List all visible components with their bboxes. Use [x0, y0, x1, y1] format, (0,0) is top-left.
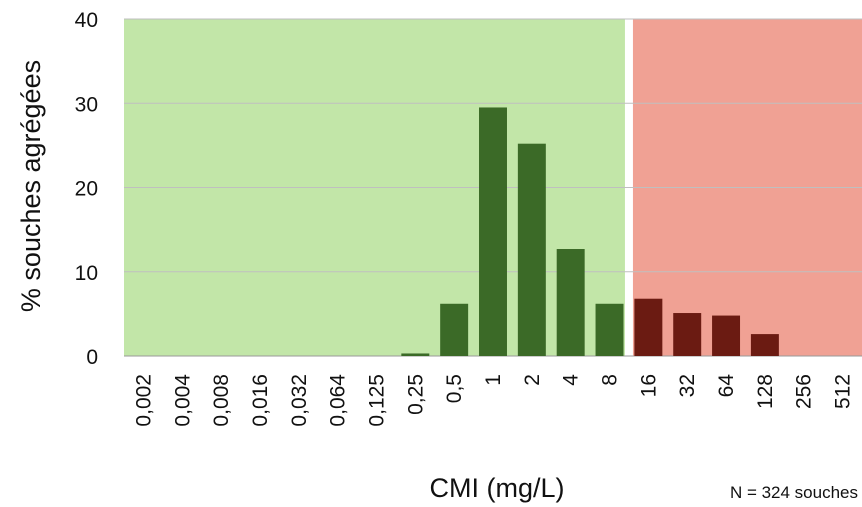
x-tick-label: 0,064: [327, 374, 350, 427]
x-tick-label: 256: [793, 374, 816, 409]
y-tick-label: 10: [75, 262, 98, 285]
x-tick-label: 0,125: [365, 374, 388, 427]
y-tick-labels: 0 10 20 30 40: [75, 9, 98, 369]
x-tick-label: 0,25: [404, 374, 427, 415]
x-tick-label: 0,5: [443, 374, 466, 403]
y-tick-label: 30: [75, 93, 98, 116]
y-axis-title: % souches agrégées: [16, 60, 46, 312]
x-tick-label: 512: [832, 374, 855, 409]
x-tick-label: 0,032: [288, 374, 311, 427]
x-tick-label: 0,004: [171, 374, 194, 427]
x-axis-title: CMI (mg/L): [430, 473, 565, 503]
bar: [595, 303, 624, 356]
bar: [712, 315, 741, 356]
bar: [440, 303, 469, 356]
x-tick-label: 32: [676, 374, 699, 397]
bar: [556, 249, 585, 356]
x-tick-label: 0,016: [249, 374, 272, 427]
x-tick-label: 4: [560, 374, 583, 386]
bar: [634, 298, 663, 356]
x-tick-labels: 0,002 0,004 0,008 0,016 0,032 0,064 0,125 0,25 0…: [132, 374, 854, 427]
x-tick-label: 1: [482, 374, 505, 386]
sample-size-note: N = 324 souches: [730, 483, 858, 502]
y-tick-label: 40: [75, 9, 98, 32]
x-tick-label: 64: [715, 374, 738, 398]
y-tick-label: 20: [75, 178, 98, 201]
x-tick-label: 16: [637, 374, 660, 397]
bar: [750, 334, 779, 356]
bar: [673, 313, 702, 356]
bar: [479, 107, 507, 357]
x-tick-label: 2: [521, 374, 544, 386]
bar: [401, 353, 430, 356]
x-tick-label: 128: [754, 374, 777, 409]
bars: [401, 107, 779, 357]
y-tick-label: 0: [86, 346, 98, 369]
bar: [517, 143, 546, 356]
x-tick-label: 8: [599, 374, 622, 386]
x-tick-label: 0,008: [210, 374, 233, 427]
x-tick-label: 0,002: [132, 374, 155, 427]
